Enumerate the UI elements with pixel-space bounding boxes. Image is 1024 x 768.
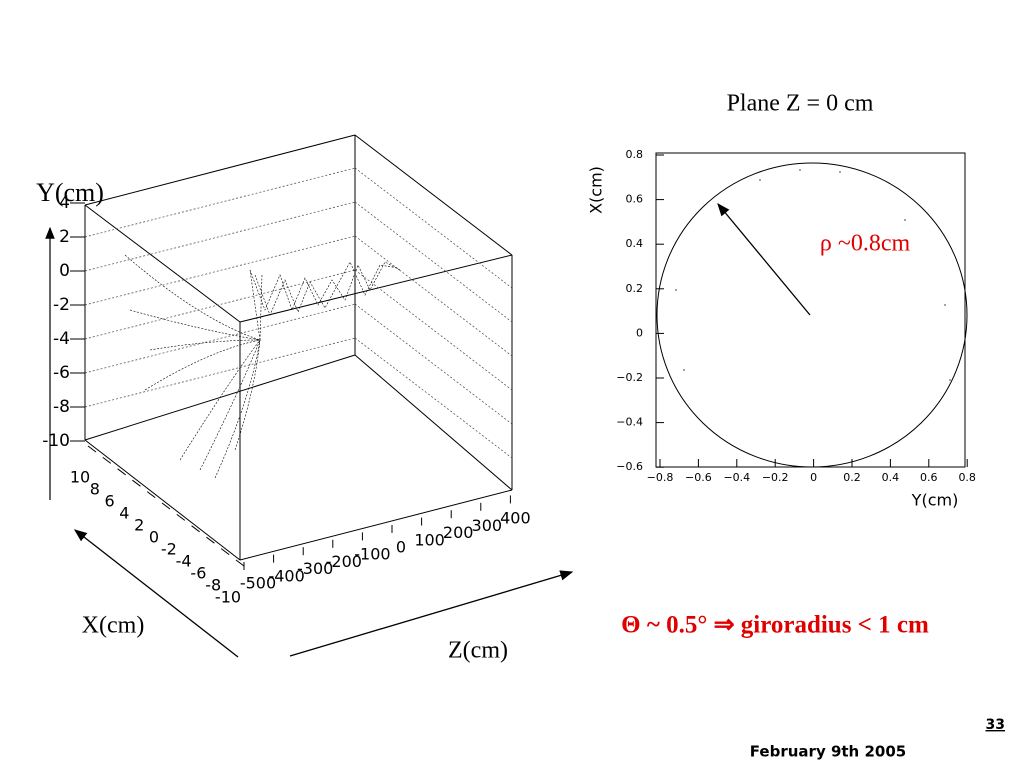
z-axis-label-3d: Z(cm) xyxy=(448,638,508,664)
radius-arrow xyxy=(717,202,811,316)
x-tick-label: 6 xyxy=(105,492,115,511)
x-tick xyxy=(146,491,156,499)
z-tick-label: -200 xyxy=(326,552,362,571)
date: February 9th 2005 xyxy=(750,743,906,761)
x-tick-label: -8 xyxy=(205,576,221,595)
y-tick-label: -8 xyxy=(53,397,70,417)
x-tick-label: 2 xyxy=(134,516,144,535)
x-tick-label: 10 xyxy=(70,468,90,487)
x-tick-label: 0 xyxy=(149,528,159,547)
z-tick-label: 300 xyxy=(472,516,503,535)
z-tick-label: -100 xyxy=(354,545,390,564)
x-tick-label: -6 xyxy=(190,564,206,583)
y-tick-label: 0.4 xyxy=(626,237,644,250)
x-tick-label: -2 xyxy=(161,540,177,559)
y-tick-label: 0.2 xyxy=(626,282,644,295)
y-tick-label: −0.6 xyxy=(616,460,643,473)
z-tick-label: -300 xyxy=(297,559,333,578)
x-tick xyxy=(161,502,171,510)
page-number: 33 xyxy=(986,717,1005,733)
circle xyxy=(656,162,968,468)
z-tick-label: 100 xyxy=(414,530,445,549)
y-tick-label: -2 xyxy=(53,295,70,315)
y-axis-label-3d: Y(cm) xyxy=(36,178,104,207)
y-tick-label: 0.8 xyxy=(626,148,644,161)
x-tick-label: −0.2 xyxy=(762,471,789,484)
x-tick-label: −0.4 xyxy=(723,471,750,484)
y-tick-label: 0.6 xyxy=(626,193,644,206)
z-tick-label: -400 xyxy=(268,566,304,585)
x-arrow xyxy=(73,529,239,658)
plot-2d-title: Plane Z = 0 cm xyxy=(727,91,874,117)
x-tick-label: −0.6 xyxy=(685,471,712,484)
x-tick xyxy=(220,548,230,555)
grid-3d xyxy=(84,167,513,459)
ticks-2d: −0.8 −0.6 −0.4 −0.2 0 0.2 0.4 0.6 0.8 0.8 0.6 0.4 0.… xyxy=(616,148,976,484)
y-tick-label: -4 xyxy=(53,329,70,349)
x-tick-label: 8 xyxy=(90,480,100,499)
x-tick-label: 0.8 xyxy=(958,471,976,484)
tracks xyxy=(124,254,401,479)
y-tick-label: 4 xyxy=(59,193,70,213)
x-tick xyxy=(235,559,245,567)
y-ticks-3d: 420-2-4-6-8-101086420-2-4-6-8-10-500-400… xyxy=(42,193,530,607)
x-tick-label: −0.8 xyxy=(647,471,674,484)
box-3d xyxy=(84,134,513,561)
x-tick-label: 0.6 xyxy=(920,471,938,484)
y-tick-label: 2 xyxy=(59,227,70,247)
y-tick-label: -6 xyxy=(53,363,70,383)
x-tick-label: 0.4 xyxy=(882,471,900,484)
z-tick-label: -500 xyxy=(240,574,276,593)
x-tick-label: 0.2 xyxy=(843,471,861,484)
conclusion: Θ ~ 0.5° ⇒ giroradius < 1 cm xyxy=(621,612,929,639)
z-tick-label: 0 xyxy=(396,538,406,557)
hit-points xyxy=(675,169,951,381)
x-tick xyxy=(87,445,97,453)
x-tick xyxy=(206,536,215,544)
plot-2d-frame xyxy=(655,152,966,468)
x-tick-label: 0 xyxy=(810,471,817,484)
z-tick-label: 400 xyxy=(500,509,531,528)
x-axis-label-2d: Y(cm) xyxy=(911,491,959,510)
x-tick-label: -4 xyxy=(176,552,192,571)
y-tick-label: 0 xyxy=(636,326,643,339)
x-tick xyxy=(117,468,126,476)
y-tick-label: 0 xyxy=(59,261,70,281)
radius-annotation: ρ ~0.8cm xyxy=(820,231,911,257)
x-tick xyxy=(191,525,200,533)
x-tick xyxy=(176,514,186,521)
y-axis-label-2d: X(cm) xyxy=(587,166,606,214)
x-tick xyxy=(102,456,112,464)
z-arrow xyxy=(289,570,574,657)
x-tick-label: -10 xyxy=(215,588,241,607)
x-tick-label: 4 xyxy=(119,504,129,523)
x-axis-label-3d: X(cm) xyxy=(82,613,145,639)
y-tick-label: −0.4 xyxy=(616,416,643,429)
x-tick xyxy=(132,479,141,487)
z-tick-label: 200 xyxy=(443,523,474,542)
y-tick-label: −0.2 xyxy=(616,371,643,384)
y-tick-label: -10 xyxy=(42,431,70,451)
